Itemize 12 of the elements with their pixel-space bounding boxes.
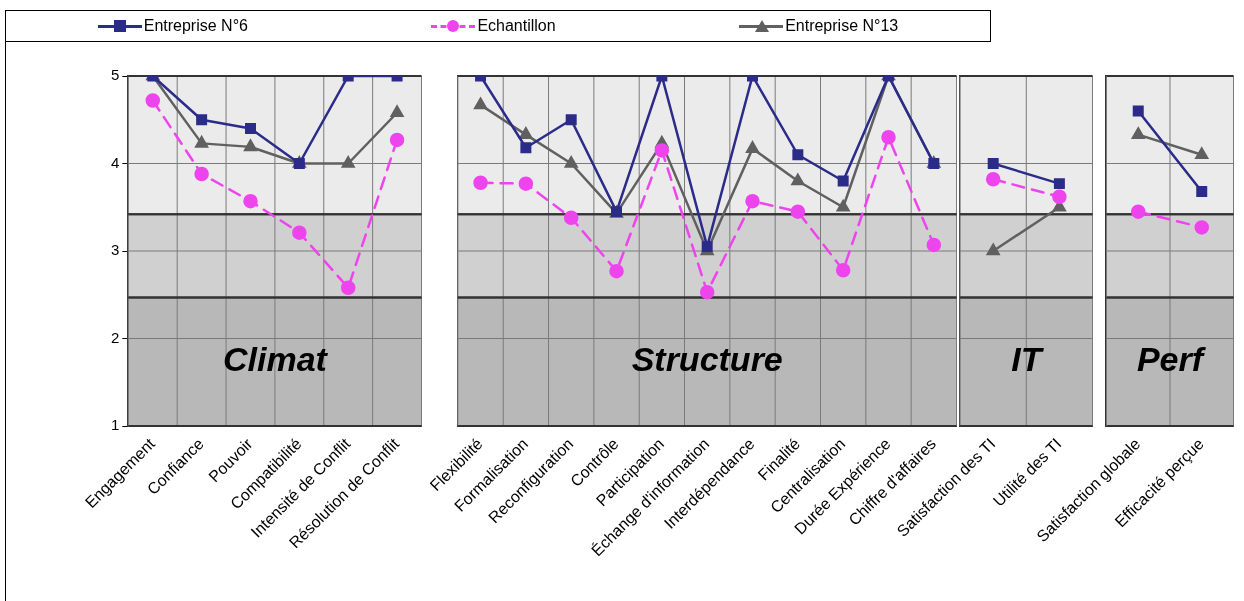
legend-label: Entreprise N°6: [143, 17, 248, 35]
band-label: Perf: [1136, 340, 1207, 379]
y-tick-label: 1: [111, 416, 120, 434]
band-label: IT: [1011, 340, 1045, 379]
legend-label: Entreprise N°13: [785, 17, 899, 35]
legend-label: Echantillon: [477, 17, 556, 35]
y-tick-label: 5: [111, 66, 120, 84]
band-label: Climat: [222, 340, 329, 379]
y-tick-label: 3: [111, 241, 120, 259]
y-tick-label: 2: [111, 328, 120, 346]
y-tick-label: 4: [111, 153, 120, 171]
band-label: Structure: [631, 340, 783, 379]
